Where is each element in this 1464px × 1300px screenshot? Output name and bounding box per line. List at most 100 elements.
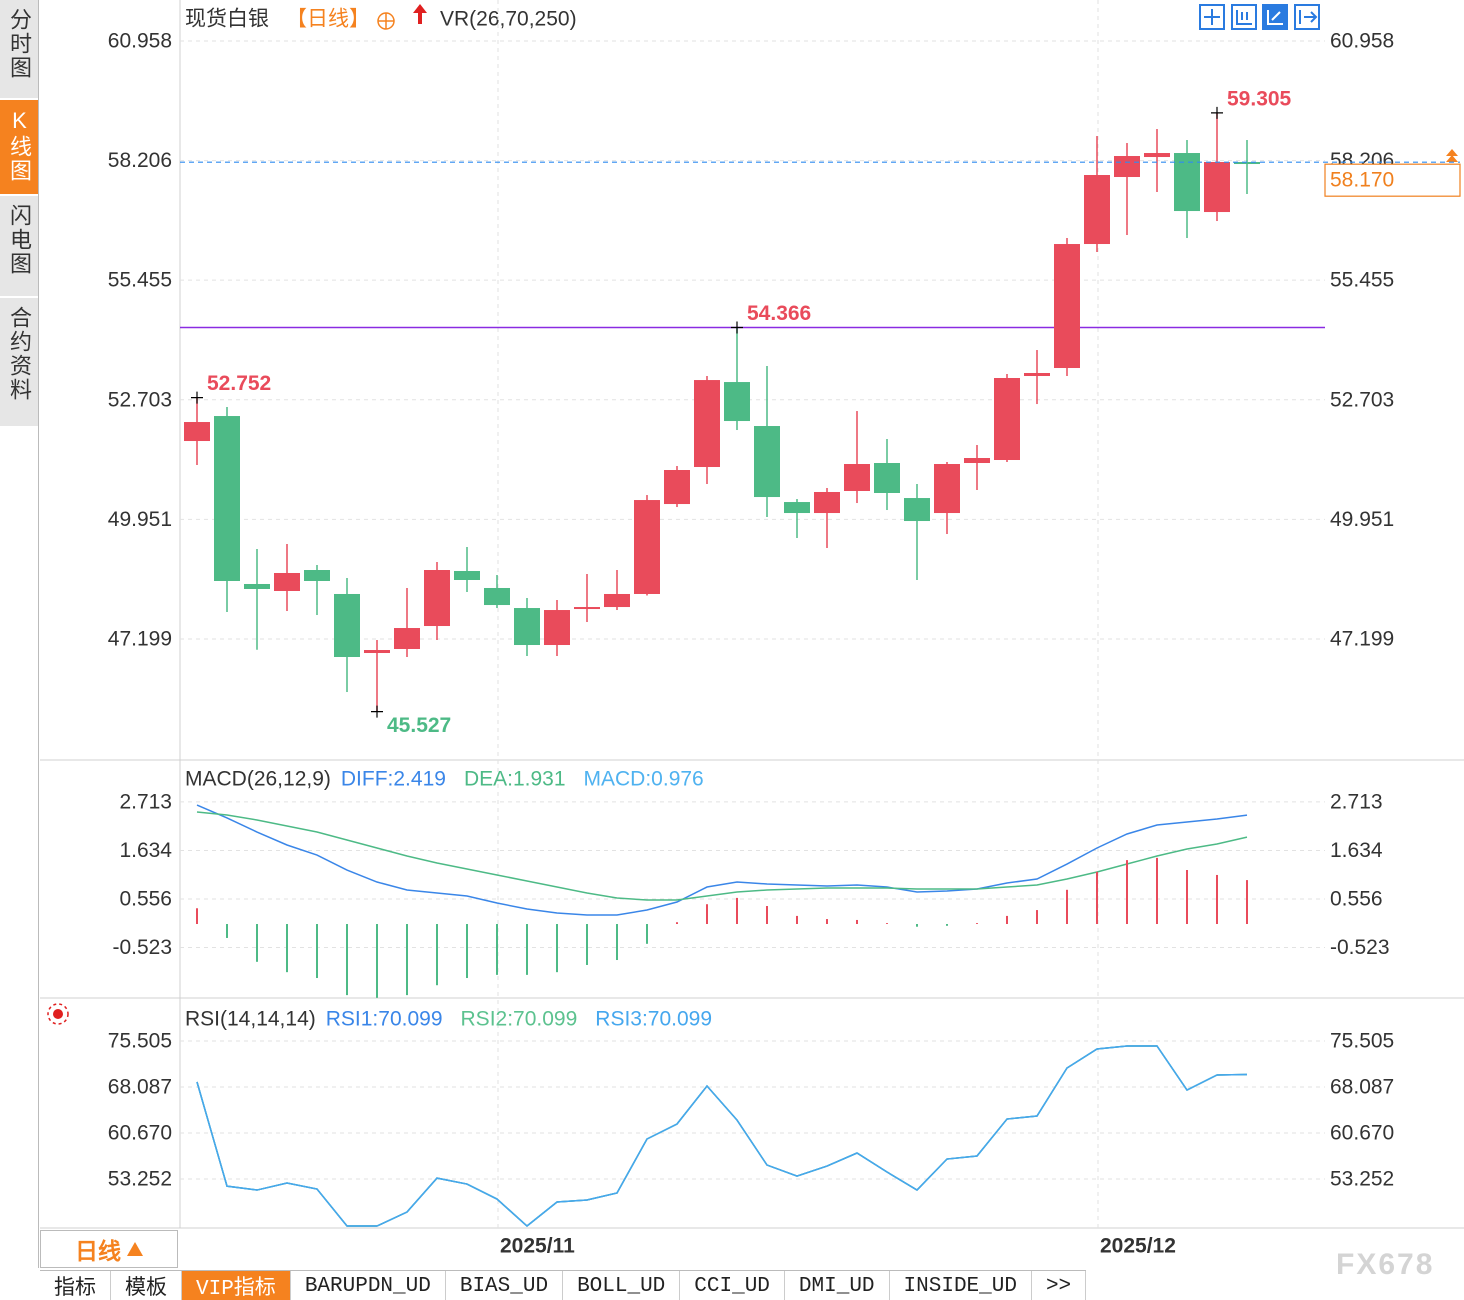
candle-body (184, 422, 210, 442)
candle-body (994, 378, 1020, 461)
price-arrow (1446, 149, 1458, 162)
rsi-line (196, 1045, 1248, 1228)
indicator-tab[interactable]: >> (1031, 1271, 1087, 1300)
candle-body (514, 608, 540, 646)
legend-label: RSI1:70.099 (326, 1008, 443, 1031)
legend-label: RSI3:70.099 (595, 1008, 712, 1031)
y-tick-label-right: 0.556 (1330, 887, 1383, 910)
tool-bars[interactable] (1231, 4, 1257, 30)
candle-body (1144, 153, 1170, 158)
indicator-tabs: 指标 模板 VIP指标 BARUPDN_UD BIAS_UD BOLL_UD CCI_UD D… (40, 1270, 1087, 1300)
indicator-tab[interactable]: INSIDE_UD (889, 1271, 1032, 1300)
indicator-label: VR(26,70,250) (440, 8, 577, 31)
y-tick-label: 75.505 (108, 1029, 172, 1052)
x-tick-label: 2025/11 (500, 1235, 575, 1258)
indicator-tab[interactable]: BARUPDN_UD (290, 1271, 446, 1300)
candle-body (214, 416, 240, 581)
y-tick-label-right: 52.703 (1330, 388, 1394, 411)
sidebar-tab[interactable]: K线图 (0, 100, 38, 194)
x-tick-label: 2025/12 (1100, 1235, 1176, 1258)
candle-body (814, 491, 840, 514)
y-tick-label: 47.199 (108, 627, 172, 650)
period-button-label: 日线 (75, 1238, 121, 1264)
extreme-marker (191, 391, 203, 404)
chart-title: 现货白银 (185, 8, 269, 31)
y-tick-label-right: 1.634 (1330, 839, 1383, 862)
legend-label: DEA:1.931 (464, 768, 566, 791)
last-price-box (1324, 163, 1461, 197)
rsi-line (196, 1045, 1248, 1228)
indicator-tab[interactable]: 模板 (111, 1271, 182, 1300)
candle-body (754, 426, 780, 498)
candle-body (664, 470, 690, 505)
y-tick-label: 60.670 (108, 1121, 172, 1144)
candle-body (274, 572, 300, 591)
legend-label: MACD:0.976 (584, 768, 704, 791)
rsi-line (196, 1045, 1248, 1228)
extreme-label: 54.366 (747, 302, 811, 325)
y-tick-label: 58.206 (108, 149, 172, 172)
watermark: FX678 (1336, 1248, 1435, 1281)
extreme-label: 45.527 (387, 714, 451, 737)
y-tick-label-right: 60.670 (1330, 1121, 1394, 1144)
candle-body (1054, 244, 1080, 369)
rsi-icon (47, 1003, 69, 1025)
macd-line (196, 811, 1248, 901)
indicator-icon[interactable] (413, 4, 427, 24)
candle-body (724, 382, 750, 422)
candle-body (304, 570, 330, 581)
y-tick-label-right: 53.252 (1330, 1167, 1394, 1190)
legend-label: RSI2:70.099 (461, 1008, 578, 1031)
extreme-label: 59.305 (1227, 87, 1292, 110)
extreme-marker (371, 705, 383, 718)
y-tick-label-right: 2.713 (1330, 790, 1383, 813)
indicator-tab[interactable]: DMI_UD (784, 1271, 890, 1300)
indicator-tab[interactable]: 指标 (40, 1271, 111, 1300)
sidebar: 分时图 K线图 闪电图 合约资料 (0, 0, 39, 1268)
candle-body (604, 593, 630, 608)
indicator-title: MACD(26,12,9) (185, 768, 331, 791)
y-tick-label: -0.523 (112, 936, 172, 959)
last-price-label: 58.170 (1330, 169, 1394, 192)
candle-body (1204, 162, 1230, 213)
y-tick-label: 49.951 (108, 508, 172, 531)
sidebar-tab[interactable]: 闪电图 (0, 196, 38, 296)
indicator-title: RSI(14,14,14) (185, 1008, 316, 1031)
toolbar (1199, 4, 1320, 30)
indicator-tab[interactable]: BIAS_UD (445, 1271, 564, 1300)
candle-body (1234, 162, 1260, 165)
indicator-tab[interactable]: CCI_UD (680, 1271, 785, 1300)
period-button[interactable]: 日线 (40, 1230, 178, 1268)
candle-body (1174, 153, 1200, 212)
candle-body (574, 607, 600, 610)
y-tick-label: 55.455 (108, 269, 172, 292)
y-tick-label: 0.556 (119, 887, 172, 910)
candle-body (694, 380, 720, 468)
legend-label: DIFF:2.419 (341, 768, 446, 791)
y-tick-label: 1.634 (119, 839, 172, 862)
sidebar-tab[interactable]: 分时图 (0, 0, 38, 98)
y-tick-label: 60.958 (108, 30, 172, 53)
indicator-tab[interactable]: VIP指标 (182, 1271, 291, 1300)
y-tick-label-right: 47.199 (1330, 627, 1394, 650)
y-tick-label-right: -0.523 (1330, 936, 1390, 959)
indicator-tab[interactable]: BOLL_UD (563, 1271, 681, 1300)
period-icon (377, 12, 395, 30)
candle-body (1114, 156, 1140, 178)
candle-body (244, 583, 270, 589)
y-tick-label: 68.087 (108, 1075, 172, 1098)
y-tick-label: 53.252 (108, 1167, 172, 1190)
y-tick-label: 52.703 (108, 388, 172, 411)
candle-body (394, 628, 420, 650)
sidebar-tab[interactable]: 合约资料 (0, 298, 38, 426)
candle-body (364, 650, 390, 654)
extreme-label: 52.752 (207, 372, 271, 395)
candle-body (1024, 373, 1050, 377)
y-tick-label: 2.713 (119, 790, 172, 813)
extreme-marker (731, 321, 743, 334)
y-tick-label-right: 68.087 (1330, 1075, 1394, 1098)
candle-body (454, 570, 480, 580)
candle-body (424, 570, 450, 627)
